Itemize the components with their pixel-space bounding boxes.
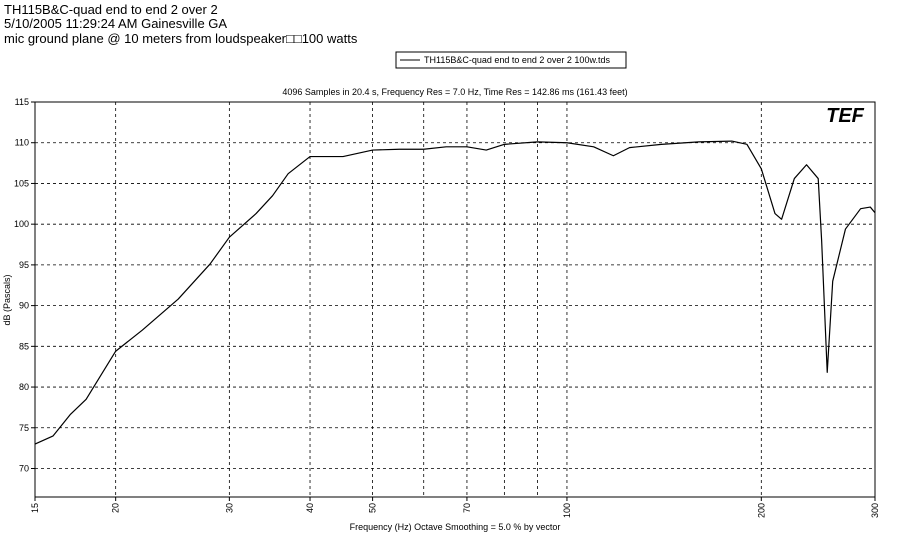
x-tick-label: 15 — [30, 503, 40, 513]
y-tick-label: 80 — [19, 382, 29, 392]
logo: TEF — [826, 105, 865, 127]
x-tick-label: 40 — [305, 503, 315, 513]
y-tick-label: 70 — [19, 463, 29, 473]
series-line — [34, 140, 876, 445]
y-tick-label: 110 — [15, 138, 29, 148]
plot-frame — [34, 101, 876, 498]
y-tick-label: 105 — [14, 178, 29, 188]
y-axis-label: dB (Pascals) — [2, 274, 12, 325]
x-tick-label: 70 — [462, 503, 472, 513]
header-line: TH115B&C-quad end to end 2 over 2 — [4, 2, 218, 17]
chart-title: 4096 Samples in 20.4 s, Frequency Res = … — [282, 87, 627, 97]
y-tick-label: 100 — [14, 219, 29, 229]
x-tick-label: 300 — [870, 503, 880, 518]
x-tick-label: 30 — [224, 503, 234, 513]
y-tick-label: 85 — [19, 341, 29, 351]
x-axis-label: Frequency (Hz) Octave Smoothing = 5.0 % … — [350, 522, 561, 532]
y-tick-label: 75 — [19, 423, 29, 433]
x-tick-label: 20 — [111, 503, 121, 513]
header-line: 5/10/2005 11:29:24 AM Gainesville GA — [4, 16, 227, 31]
x-tick-label: 100 — [562, 503, 572, 518]
y-tick-label: 115 — [15, 97, 29, 107]
legend-label: TH115B&C-quad end to end 2 over 2 100w.t… — [424, 55, 610, 65]
y-tick-label: 95 — [19, 260, 29, 270]
x-tick-label: 200 — [756, 503, 766, 518]
x-tick-label: 50 — [368, 503, 378, 513]
y-tick-label: 90 — [19, 301, 29, 311]
header-line: mic ground plane @ 10 meters from loudsp… — [4, 31, 358, 46]
legend-box — [395, 51, 627, 69]
